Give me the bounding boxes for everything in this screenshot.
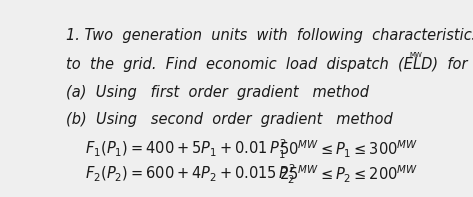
Text: MW: MW bbox=[409, 52, 422, 58]
Text: to  the  grid.  Find  economic  load  dispatch  (ELD)  for  Demand=400: to the grid. Find economic load dispatch… bbox=[66, 57, 473, 72]
Text: $50^{\mathregular{MW}} \leq P_1 \leq 300^{\mathregular{MW}}$: $50^{\mathregular{MW}} \leq P_1 \leq 300… bbox=[279, 138, 418, 160]
Text: $F_1(P_1) = 400 + 5P_1 + 0.01\, P_1^2$: $F_1(P_1) = 400 + 5P_1 + 0.01\, P_1^2$ bbox=[85, 138, 287, 161]
Text: $F_2(P_2) = 600 + 4P_2 + 0.015\, P_2^2$: $F_2(P_2) = 600 + 4P_2 + 0.015\, P_2^2$ bbox=[85, 163, 296, 186]
Text: 1. Two  generation  units  with  following  characteristics  are  connected: 1. Two generation units with following c… bbox=[66, 28, 473, 43]
Text: $25^{\mathregular{MW}} \leq P_2 \leq 200^{\mathregular{MW}}$: $25^{\mathregular{MW}} \leq P_2 \leq 200… bbox=[279, 163, 418, 185]
Text: (a)  Using   first  order  gradient   method: (a) Using first order gradient method bbox=[66, 85, 369, 100]
Text: (b)  Using   second  order  gradient   method: (b) Using second order gradient method bbox=[66, 112, 393, 127]
